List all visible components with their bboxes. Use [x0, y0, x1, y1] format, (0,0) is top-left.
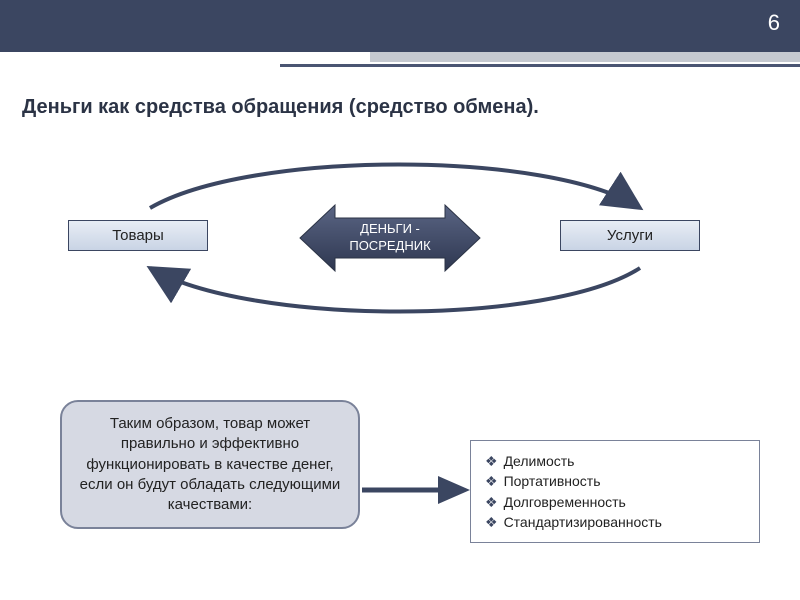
diamond-bullet-icon: ❖ [485, 512, 498, 532]
center-double-arrow: ДЕНЬГИ - ПОСРЕДНИК [300, 205, 480, 271]
bullet-item: ❖ Долговременность [485, 492, 745, 512]
connector-arrow [362, 476, 470, 504]
bullet-item: ❖ Стандартизированность [485, 512, 745, 532]
bullet-box: ❖ Делимость ❖ Портативность ❖ Долговреме… [470, 440, 760, 543]
node-goods: Товары [68, 220, 208, 251]
center-label-line1: ДЕНЬГИ - [360, 221, 420, 236]
callout-box: Таким образом, товар может правильно и э… [60, 400, 360, 529]
node-goods-label: Товары [112, 227, 164, 244]
bullet-label: Долговременность [504, 492, 626, 512]
center-label-line2: ПОСРЕДНИК [349, 238, 431, 253]
node-services: Услуги [560, 220, 700, 251]
diamond-bullet-icon: ❖ [485, 451, 498, 471]
diamond-bullet-icon: ❖ [485, 492, 498, 512]
curve-bottom-arrow [150, 268, 640, 312]
curve-top-arrow [150, 165, 640, 209]
node-services-label: Услуги [607, 227, 653, 244]
callout-text: Таким образом, товар может правильно и э… [80, 415, 341, 513]
diamond-bullet-icon: ❖ [485, 471, 498, 491]
bullet-label: Стандартизированность [504, 512, 662, 532]
bullet-item: ❖ Портативность [485, 471, 745, 491]
bullet-label: Делимость [504, 451, 575, 471]
bullet-item: ❖ Делимость [485, 451, 745, 471]
bullet-label: Портативность [504, 471, 601, 491]
